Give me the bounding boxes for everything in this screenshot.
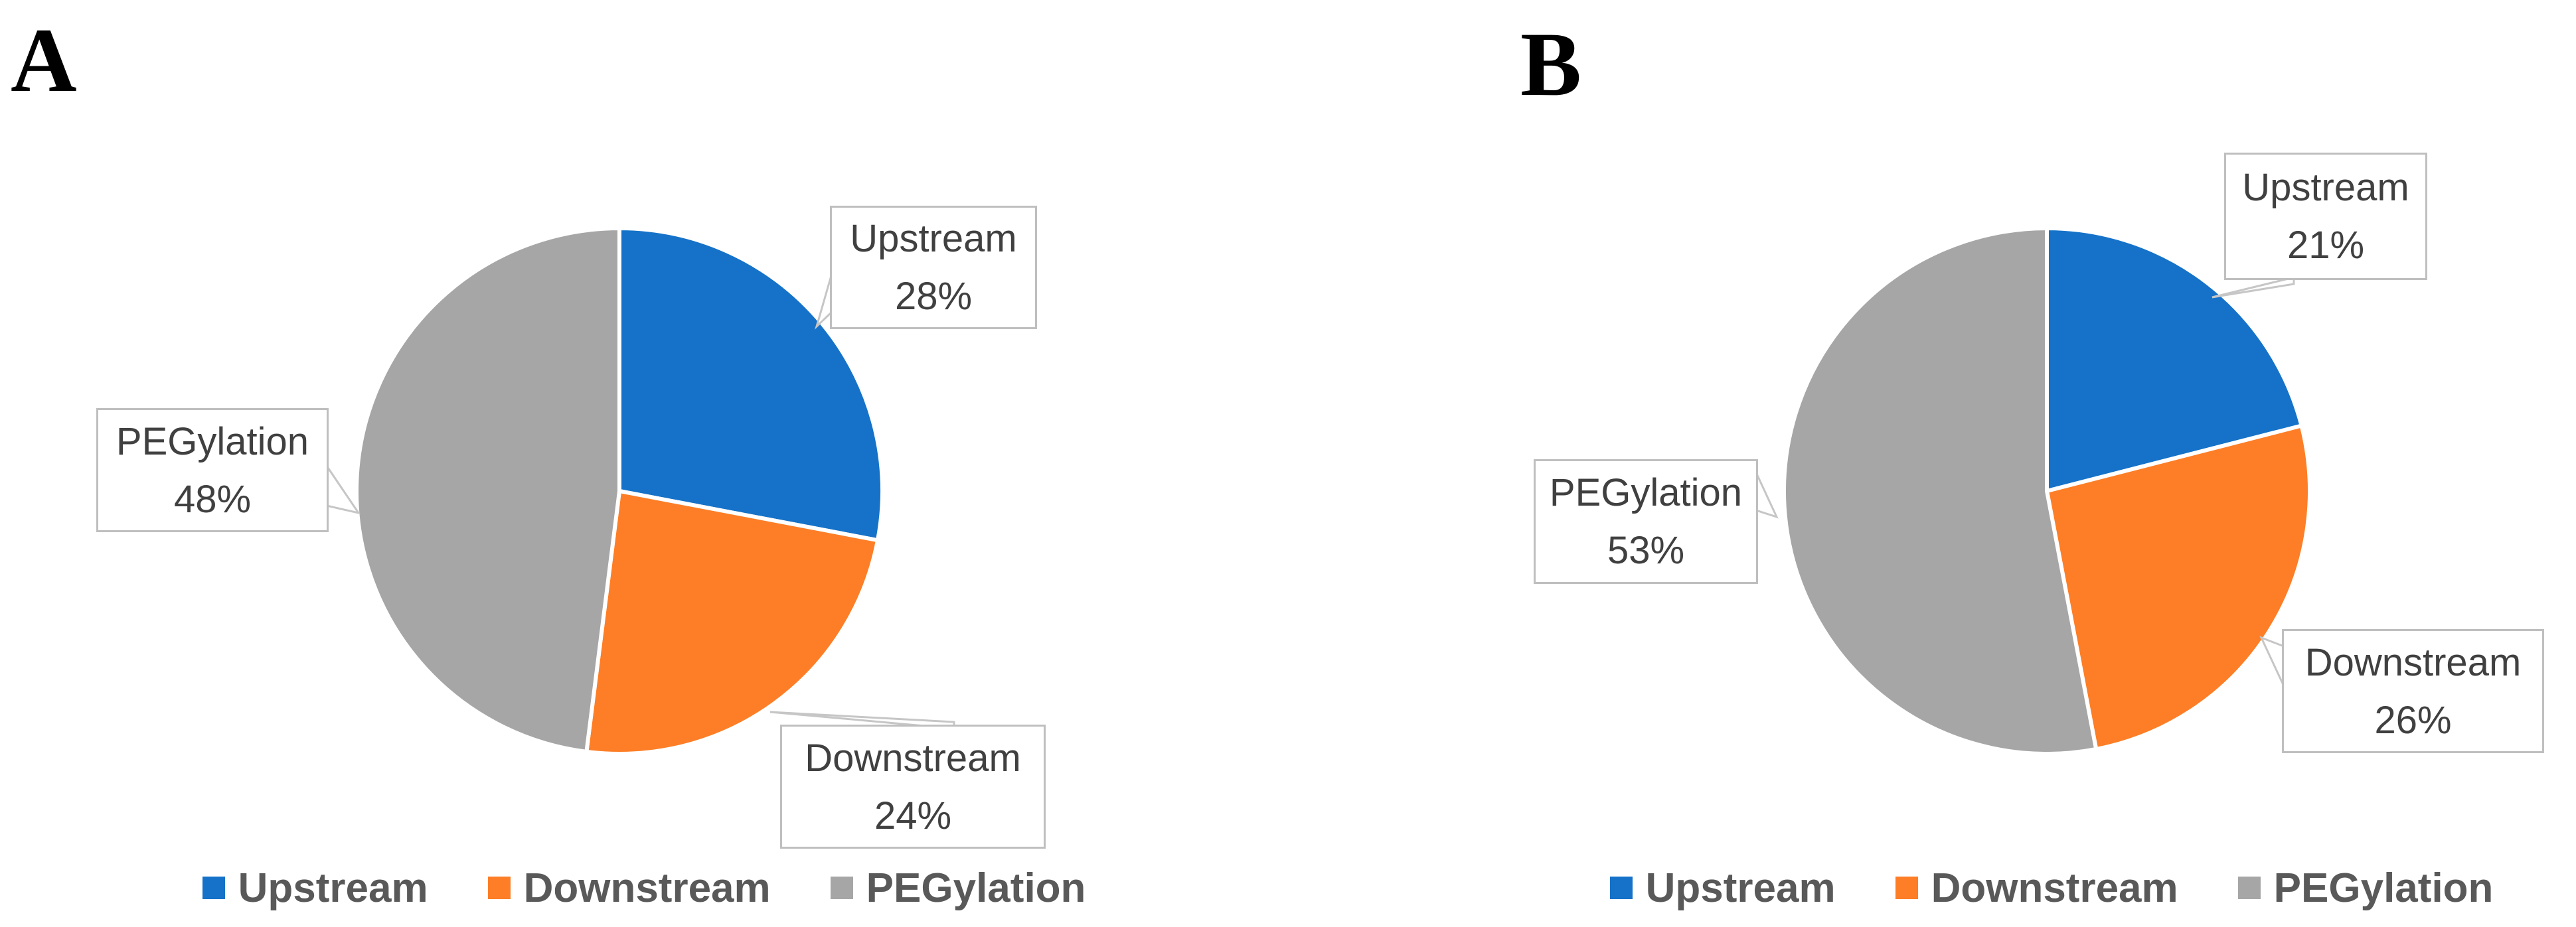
- callout-value: 21%: [2287, 224, 2365, 267]
- callout-b-upstream[interactable]: Upstream 21%: [2224, 153, 2427, 280]
- pie-chart-a[interactable]: [353, 224, 886, 758]
- callout-value: 24%: [874, 794, 952, 837]
- pie-slice-downstream[interactable]: [584, 489, 880, 756]
- callout-label: Upstream: [850, 217, 1017, 260]
- callout-b-pegylation[interactable]: PEGylation 53%: [1534, 459, 1758, 584]
- legend-label: PEGylation: [866, 865, 1086, 911]
- pie-slice-downstream[interactable]: [2045, 423, 2312, 751]
- legend-a-item-downstream[interactable]: Downstream: [487, 865, 771, 912]
- legend-b: Upstream Downstream PEGylation: [1427, 860, 2576, 916]
- callout-pointer-a-pegylation: [325, 463, 361, 515]
- callout-b-downstream[interactable]: Downstream 26%: [2282, 629, 2544, 753]
- legend-label: Downstream: [523, 865, 771, 911]
- legend-b-item-pegylation[interactable]: PEGylation: [2237, 865, 2494, 912]
- pie-slice-upstream[interactable]: [2045, 226, 2304, 493]
- pie-slice-upstream[interactable]: [617, 226, 884, 543]
- legend-swatch-pegylation: [2237, 877, 2261, 899]
- legend-label: PEGylation: [2273, 865, 2494, 911]
- legend-swatch-pegylation: [830, 877, 853, 899]
- pie-slice-pegylation[interactable]: [355, 226, 621, 754]
- callout-pointer-b-upstream: [2212, 276, 2295, 299]
- legend-label: Downstream: [1931, 865, 2178, 911]
- callout-pointer-b-downstream: [2259, 636, 2285, 687]
- legend-swatch-upstream: [1609, 877, 1633, 899]
- callout-value: 48%: [173, 477, 252, 521]
- panel-b-label: B: [1520, 13, 1582, 115]
- legend-b-item-downstream[interactable]: Downstream: [1895, 865, 2178, 912]
- callout-label: Downstream: [805, 736, 1021, 780]
- legend-a-item-pegylation[interactable]: PEGylation: [830, 865, 1086, 912]
- callout-label: PEGylation: [1549, 471, 1743, 514]
- callout-pointer-b-pegylation: [1755, 472, 1779, 519]
- legend-b-item-upstream[interactable]: Upstream: [1609, 865, 1836, 912]
- callout-a-upstream[interactable]: Upstream 28%: [830, 206, 1037, 329]
- callout-value: 28%: [894, 275, 973, 318]
- legend-a-item-upstream[interactable]: Upstream: [202, 865, 428, 912]
- pie-slice-pegylation[interactable]: [1782, 226, 2099, 756]
- panel-a-label: A: [11, 9, 77, 111]
- callout-label: Downstream: [2304, 640, 2522, 684]
- callout-label: Upstream: [2242, 166, 2409, 209]
- callout-a-downstream[interactable]: Downstream 24%: [780, 725, 1046, 849]
- pie-chart-b[interactable]: [1780, 224, 2314, 758]
- legend-label: Upstream: [238, 865, 428, 911]
- callout-value: 53%: [1607, 529, 1685, 572]
- callout-value: 26%: [2374, 698, 2452, 742]
- legend-swatch-downstream: [487, 877, 511, 899]
- legend-swatch-downstream: [1895, 877, 1918, 899]
- legend-a: Upstream Downstream PEGylation: [0, 860, 1288, 916]
- callout-label: PEGylation: [116, 419, 309, 463]
- legend-label: Upstream: [1645, 865, 1836, 911]
- callout-a-pegylation[interactable]: PEGylation 48%: [96, 408, 329, 532]
- legend-swatch-upstream: [202, 877, 225, 899]
